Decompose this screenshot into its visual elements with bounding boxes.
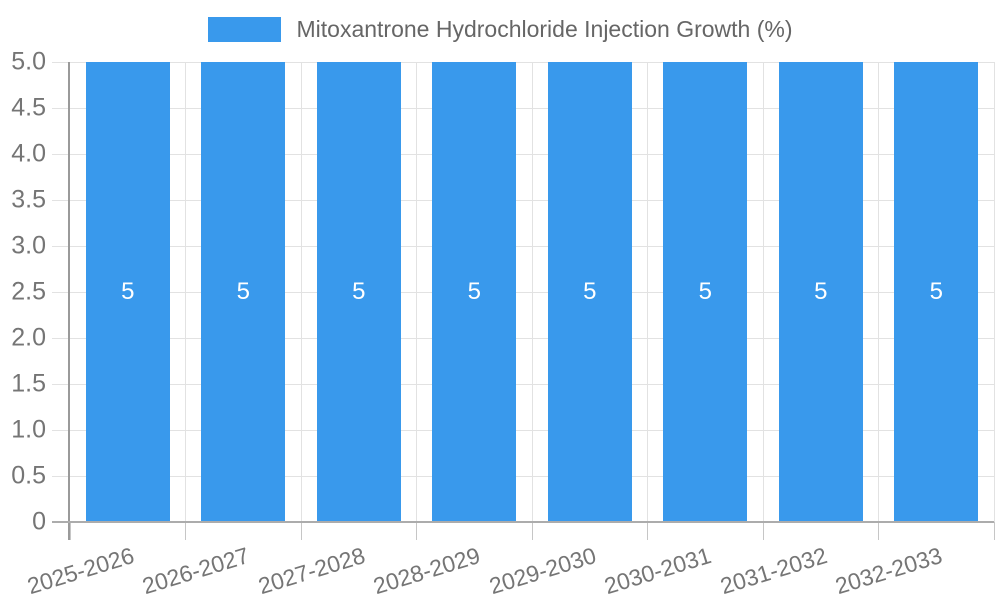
y-tick-label: 3.0 (11, 231, 46, 260)
x-category-label: 2029-2030 (485, 542, 599, 600)
x-category-label: 2031-2032 (716, 542, 830, 600)
bar[interactable] (432, 62, 517, 522)
bar-value-label: 5 (236, 278, 250, 305)
bar-value-label: 5 (698, 278, 712, 305)
x-tick-mark (531, 522, 533, 540)
y-gridline (52, 383, 994, 385)
y-gridline (52, 61, 994, 63)
y-gridline (52, 475, 994, 477)
x-tick-mark (993, 522, 995, 540)
x-tick-mark (185, 522, 186, 540)
y-gridline (52, 199, 994, 201)
y-axis-line (68, 62, 70, 540)
legend-swatch[interactable] (207, 17, 281, 42)
x-tick-mark (300, 522, 302, 540)
x-category-label: 2025-2026 (23, 542, 137, 600)
y-tick-label: 4.5 (11, 93, 46, 122)
x-axis-line (52, 521, 994, 523)
bar[interactable] (778, 62, 863, 522)
y-gridline (52, 429, 994, 431)
x-category-label: 2030-2031 (601, 542, 715, 600)
bar-value-label: 5 (583, 278, 597, 305)
bar[interactable] (894, 62, 979, 522)
legend-label: Mitoxantrone Hydrochloride Injection Gro… (296, 16, 793, 42)
bar[interactable] (316, 62, 401, 522)
x-category-label: 2027-2028 (254, 542, 368, 600)
y-gridline (52, 153, 994, 155)
bar-value-label: 5 (814, 278, 828, 305)
x-tick-mark (69, 522, 71, 540)
x-gridline (878, 62, 879, 522)
y-tick-label: 0.5 (11, 461, 46, 490)
y-tick-label: 1.0 (11, 415, 46, 444)
bar-value-label: 5 (352, 278, 366, 305)
y-gridline (52, 245, 994, 247)
y-tick-label: 2.5 (11, 277, 46, 306)
y-axis-labels: 0 0.5 1.0 1.5 2.0 2.5 3.0 3.5 4.0 4.5 5.0 (0, 49, 46, 534)
x-gridline (647, 62, 648, 522)
bar-value-label: 5 (121, 278, 135, 305)
x-gridline (993, 62, 995, 522)
x-category-label: 2028-2029 (370, 542, 484, 600)
x-category-label: 2026-2027 (139, 542, 253, 600)
y-gridline (52, 337, 994, 339)
legend[interactable]: Mitoxantrone Hydrochloride Injection Gro… (0, 16, 1000, 43)
x-tick-mark (762, 522, 764, 540)
y-tick-label: 0 (32, 507, 46, 536)
bar[interactable] (85, 62, 170, 522)
x-gridline (300, 62, 302, 522)
y-gridline (52, 107, 994, 109)
x-gridline (531, 62, 533, 522)
x-tick-mark (878, 522, 879, 540)
x-gridline (762, 62, 764, 522)
x-category-label: 2032-2033 (832, 542, 946, 600)
y-tick-label: 1.5 (11, 369, 46, 398)
y-gridline (52, 291, 994, 293)
bar-value-label: 5 (467, 278, 481, 305)
x-tick-mark (416, 522, 417, 540)
bar[interactable] (663, 62, 748, 522)
bar-value-label: 5 (929, 278, 943, 305)
x-gridline (185, 62, 186, 522)
x-tick-mark (647, 522, 648, 540)
plot-area: 5 2025-2026 5 2026-2027 5 2027-2028 5 2028-2029… (24, 61, 995, 599)
y-tick-label: 3.5 (11, 185, 46, 214)
y-tick-label: 2.0 (11, 323, 46, 352)
bar[interactable] (201, 62, 286, 522)
bar[interactable] (547, 62, 632, 522)
y-tick-label: 5.0 (11, 47, 46, 76)
y-tick-label: 4.0 (11, 139, 46, 168)
x-gridline (416, 62, 417, 522)
